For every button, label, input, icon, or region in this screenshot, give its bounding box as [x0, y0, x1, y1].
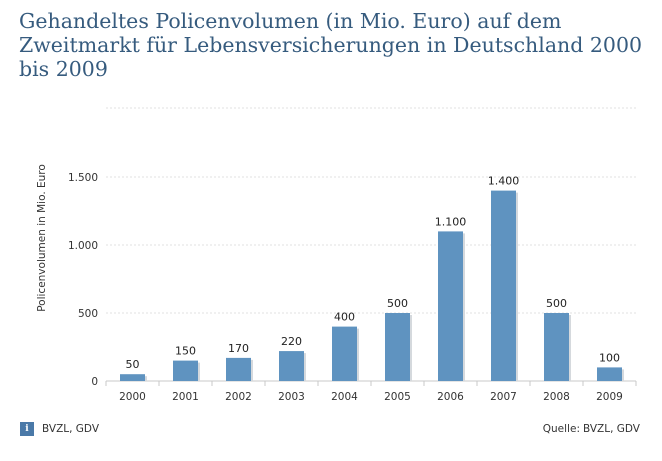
y-axis-label: Policenvolumen in Mio. Euro: [36, 164, 48, 312]
data-label: 170: [228, 342, 249, 355]
info-icon[interactable]: i: [20, 422, 34, 436]
bar-2001[interactable]: [173, 360, 198, 381]
bar-2005[interactable]: [385, 313, 410, 381]
x-tick-label: 2007: [490, 391, 517, 403]
bar-2007[interactable]: [491, 190, 516, 381]
bar-2000[interactable]: [120, 374, 145, 381]
chart-title: Gehandeltes Policenvolumen (in Mio. Euro…: [19, 9, 643, 81]
data-label: 220: [281, 335, 302, 348]
x-tick-label: 2005: [384, 391, 411, 403]
x-tick-label: 2002: [225, 391, 252, 403]
y-tick-label: 500: [78, 308, 98, 320]
bar-2003[interactable]: [279, 351, 304, 381]
x-axis-ticks: 2000 2001 2002 2003 2004 2005 2006 2007 2008 2009: [105, 381, 637, 403]
bars: [120, 190, 624, 381]
data-label: 1.100: [435, 215, 467, 228]
data-label: 50: [126, 358, 140, 371]
bar-2004[interactable]: [332, 326, 357, 381]
data-label: 150: [175, 345, 196, 358]
x-tick-label: 2004: [331, 391, 358, 403]
bar-2002[interactable]: [226, 357, 251, 381]
data-label: 100: [599, 351, 620, 364]
source-value: BVZL, GDV: [582, 423, 640, 435]
data-labels: 50 150 170 220 400 500 1.100 1.400 500 100: [126, 175, 621, 372]
x-tick-label: 2001: [172, 391, 199, 403]
source-info[interactable]: i BVZL, GDV: [20, 421, 99, 437]
bar-2009[interactable]: [597, 367, 622, 381]
y-axis-ticks: 0 500 1.000 1.500: [68, 172, 98, 388]
data-label: 400: [334, 311, 355, 324]
source-short: BVZL, GDV: [42, 423, 100, 435]
x-tick-label: 2000: [119, 391, 146, 403]
x-tick-label: 2008: [543, 391, 570, 403]
source-credit: Quelle: BVZL, GDV: [540, 421, 640, 437]
y-tick-label: 1.000: [68, 240, 98, 252]
x-tick-label: 2003: [278, 391, 305, 403]
x-tick-label: 2009: [596, 391, 623, 403]
bar-2006[interactable]: [438, 231, 463, 381]
x-tick-label: 2006: [437, 391, 464, 403]
y-tick-label: 1.500: [68, 172, 98, 184]
data-label: 1.400: [488, 175, 520, 188]
bar-2008[interactable]: [544, 313, 569, 381]
source-prefix: Quelle:: [542, 423, 580, 435]
y-tick-label: 0: [91, 376, 98, 388]
data-label: 500: [387, 297, 408, 310]
data-label: 500: [546, 297, 567, 310]
